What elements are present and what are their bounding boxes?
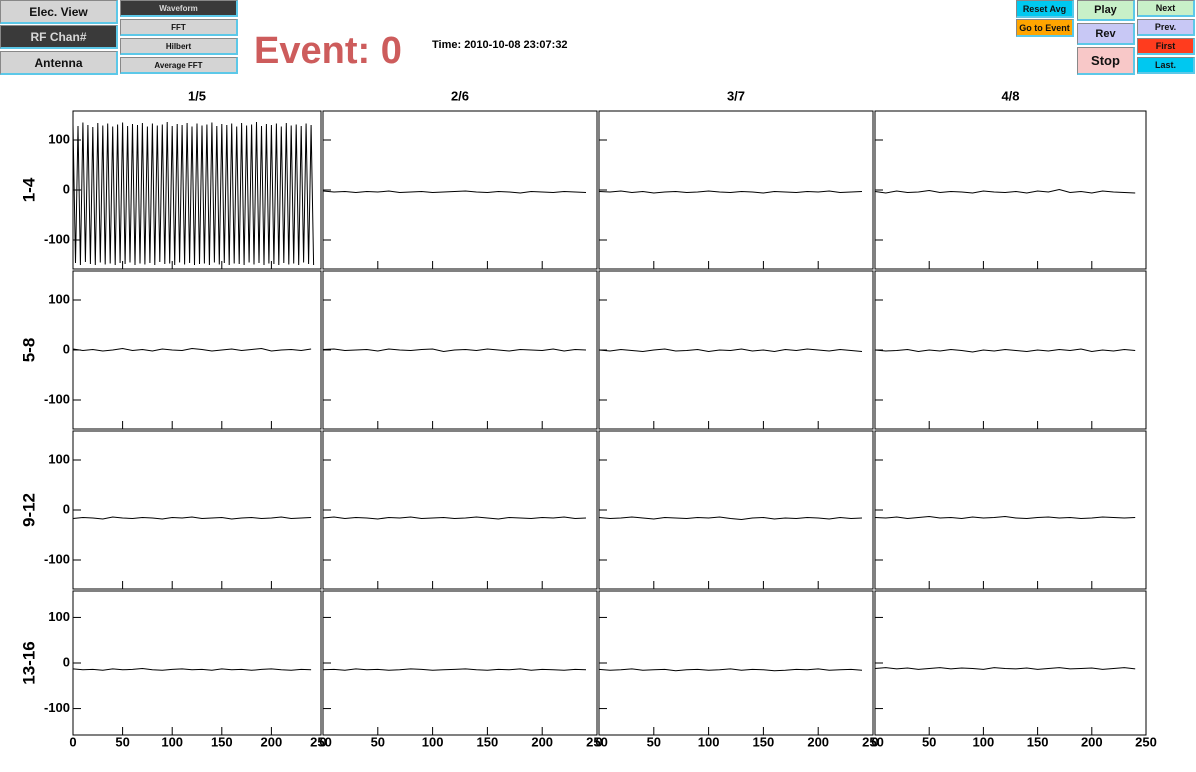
waveform (72, 667, 312, 671)
next-button[interactable]: Next (1137, 0, 1195, 17)
last-button[interactable]: Last. (1137, 57, 1195, 74)
x-tick-label: 100 (698, 734, 720, 749)
waveform (322, 516, 587, 520)
x-tick-label: 250 (310, 734, 332, 749)
x-tick-label: 50 (922, 734, 936, 749)
x-tick-label: 200 (1081, 734, 1103, 749)
y-tick-label: 0 (63, 501, 70, 516)
x-tick-label: 150 (753, 734, 775, 749)
x-tick-label: 0 (69, 734, 76, 749)
view-button[interactable]: RF Chan# (0, 25, 118, 49)
x-tick-label: 100 (422, 734, 444, 749)
y-tick-label: 100 (48, 291, 70, 306)
plot-button[interactable]: FFT (120, 19, 238, 36)
row-title: 13-16 (19, 641, 38, 684)
plot-frame (322, 110, 598, 270)
plot-frame (598, 110, 874, 270)
x-tick-label: 250 (1135, 734, 1157, 749)
x-tick-label: 250 (862, 734, 884, 749)
play-button[interactable]: Play (1077, 0, 1135, 21)
waveform (72, 121, 315, 266)
plot-frame (874, 590, 1147, 736)
x-tick-label: 200 (807, 734, 829, 749)
y-tick-label: 100 (48, 451, 70, 466)
waveform (322, 348, 587, 353)
event-label: Event: 0 (254, 30, 402, 72)
time-label: Time: 2010-10-08 23:07:32 (432, 39, 568, 51)
plot-button[interactable]: Average FFT (120, 57, 238, 74)
row-title: 5-8 (19, 338, 38, 363)
x-tick-label: 150 (477, 734, 499, 749)
waveform (598, 348, 863, 353)
rev-button[interactable]: Rev (1077, 23, 1135, 45)
y-tick-label: -100 (44, 391, 70, 406)
plot-frame (72, 430, 322, 590)
x-tick-label: 0 (871, 734, 878, 749)
waveform (598, 516, 863, 521)
y-tick-label: 100 (48, 131, 70, 146)
column-title: 2/6 (451, 88, 469, 103)
plot-frame (322, 590, 598, 736)
waveform (322, 668, 587, 671)
y-tick-label: -100 (44, 700, 70, 715)
plot-frame (322, 430, 598, 590)
reset-avg-button[interactable]: Reset Avg (1016, 0, 1074, 18)
row-title: 9-12 (19, 493, 38, 527)
go-to-event-button[interactable]: Go to Event (1016, 19, 1074, 37)
plot-button[interactable]: Waveform (120, 0, 238, 17)
y-tick-label: 0 (63, 341, 70, 356)
x-tick-label: 150 (211, 734, 233, 749)
x-tick-label: 0 (319, 734, 326, 749)
y-tick-label: 100 (48, 609, 70, 624)
waveform (322, 190, 587, 194)
view-button[interactable]: Antenna (0, 51, 118, 75)
waveform (72, 347, 312, 352)
row-title: 1-4 (19, 177, 38, 202)
x-tick-label: 50 (371, 734, 385, 749)
waveform (874, 667, 1136, 670)
plot-frame (598, 430, 874, 590)
plot-button[interactable]: Hilbert (120, 38, 238, 55)
column-title: 4/8 (1001, 88, 1019, 103)
waveform (874, 515, 1136, 520)
x-tick-label: 100 (161, 734, 183, 749)
x-tick-label: 250 (586, 734, 608, 749)
y-tick-label: 0 (63, 181, 70, 196)
y-tick-label: -100 (44, 551, 70, 566)
column-title: 1/5 (188, 88, 206, 103)
first-button[interactable]: First (1137, 38, 1195, 55)
x-tick-label: 0 (595, 734, 602, 749)
plot-frame (598, 590, 874, 736)
plot-frame (874, 430, 1147, 590)
stop-button[interactable]: Stop (1077, 47, 1135, 75)
plot-frame (72, 590, 322, 736)
x-tick-label: 100 (973, 734, 995, 749)
x-tick-label: 50 (115, 734, 129, 749)
y-tick-label: 0 (63, 654, 70, 669)
prev-button[interactable]: Prev. (1137, 19, 1195, 36)
waveform (72, 516, 312, 520)
x-tick-label: 50 (647, 734, 661, 749)
view-button[interactable]: Elec. View (0, 0, 118, 24)
y-tick-label: -100 (44, 231, 70, 246)
waveform (598, 668, 863, 672)
waveform (874, 188, 1136, 194)
waveform (598, 190, 863, 194)
column-title: 3/7 (727, 88, 745, 103)
x-tick-label: 200 (261, 734, 283, 749)
x-tick-label: 200 (531, 734, 553, 749)
x-tick-label: 150 (1027, 734, 1049, 749)
plot-frame (874, 110, 1147, 270)
waveform (874, 348, 1136, 353)
